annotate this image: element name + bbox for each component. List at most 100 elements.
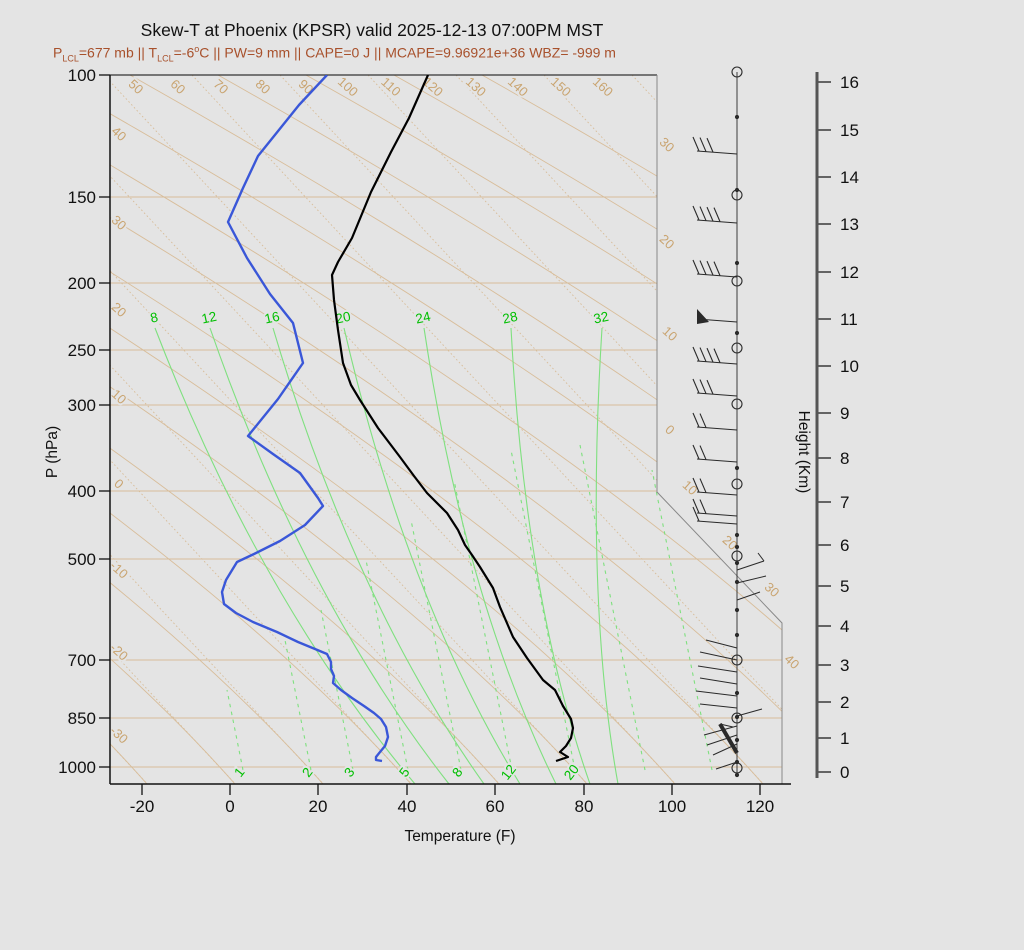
wind-barb-feather	[699, 260, 707, 275]
adiabat-label-right: 30	[657, 134, 678, 155]
sounding-traces	[220, 75, 575, 763]
dry-adiabat-line	[110, 75, 782, 784]
dry-adiabat-line	[110, 75, 324, 784]
height-axis-title: Height (Km)	[795, 411, 812, 494]
wind-barb-feather	[692, 136, 700, 152]
dewpoint-trace	[220, 75, 390, 763]
height-tick-label: 14	[840, 168, 859, 187]
isotherm-label-left: 10	[109, 386, 130, 407]
moist-adiabat-line	[209, 327, 450, 784]
height-tick-label: 12	[840, 263, 859, 282]
grid-line-labels: 50 60 70 80 90 100 110 120 130 140 150 160403020100…	[105, 72, 804, 785]
wind-level-dot	[734, 544, 740, 550]
dry-adiabat-line	[110, 75, 236, 784]
wind-barb-feather	[692, 412, 700, 428]
isotherm-label-top: 80	[253, 76, 274, 97]
wind-level-dot	[734, 607, 740, 613]
mixing-ratio-line	[284, 639, 312, 771]
isotherm-line	[110, 75, 148, 784]
moist-adiabat-line	[343, 327, 521, 784]
wind-level-dot	[734, 579, 740, 585]
wind-level-dot	[734, 772, 740, 778]
param-t: =677 mb || T	[78, 44, 158, 61]
wind-level-circle	[731, 189, 743, 201]
isotherm-label-top: 60	[168, 76, 189, 97]
wind-barb-feather	[699, 379, 707, 394]
pressure-tick-label: 200	[68, 274, 96, 293]
param-rest: C || PW=9 mm || CAPE=0 J || MCAPE=9.9692…	[199, 44, 616, 61]
wind-barb-feather	[699, 499, 707, 514]
wind-level-dot	[734, 260, 740, 266]
surface-wind-line	[703, 725, 738, 736]
wind-level-circle	[731, 478, 743, 490]
temperature-tick-label: -20	[130, 797, 155, 816]
param-tval: =-6	[173, 44, 195, 61]
wind-level-circle	[731, 550, 743, 562]
surface-wind-line	[736, 560, 765, 571]
wind-barb-feather	[699, 478, 707, 493]
isotherm-line	[110, 75, 412, 784]
wind-barb-feather	[699, 206, 707, 221]
wind-barb-feather	[692, 444, 700, 460]
temperature-tick-label: 100	[658, 797, 686, 816]
pressure-tick-label: 300	[68, 396, 96, 415]
wind-barb-feather	[713, 348, 721, 363]
wind-barb-feather	[699, 137, 707, 152]
isotherm-label-top: 150	[548, 74, 574, 100]
mixing-ratio-line	[226, 689, 244, 771]
wind-barb-shaft	[696, 520, 738, 525]
height-tick-label: 13	[840, 215, 859, 234]
surface-wind-line	[715, 761, 738, 770]
dry-adiabat-line	[110, 75, 782, 784]
moist-adiabat-line	[272, 327, 485, 784]
wind-barb-feather	[692, 506, 700, 522]
wind-level-dot	[734, 114, 740, 120]
wind-barb-shaft	[696, 219, 738, 224]
isotherm-label-left: 40	[109, 123, 130, 144]
wind-barb-feather	[706, 347, 714, 363]
param-t-sub: LCL	[157, 53, 174, 64]
dry-adiabat-line	[110, 75, 148, 784]
moist-adiabat-line	[595, 327, 619, 784]
wind-barb-feather	[706, 206, 714, 222]
moist-adiabat-label: 28	[501, 309, 519, 327]
wind-barb-feather	[699, 413, 707, 428]
wind-barb-column	[692, 66, 767, 778]
wind-barb-feather	[692, 259, 700, 275]
isotherm-label-top: 70	[211, 76, 232, 97]
mixing-ratio-line	[510, 449, 576, 771]
wind-barb-feather	[692, 378, 700, 394]
moist-adiabats-and-mixing-lines	[154, 327, 713, 784]
height-tick-label: 7	[840, 493, 849, 512]
surface-wind-line	[757, 552, 765, 562]
wind-barb-feather	[699, 445, 707, 460]
moist-adiabat-line	[423, 327, 557, 784]
temperature-tick-label: 40	[398, 797, 417, 816]
wind-barb-feather	[692, 205, 700, 221]
wind-barb-feather	[692, 477, 700, 493]
moist-adiabat-label: 8	[149, 309, 159, 325]
isotherm-line	[110, 75, 764, 784]
isotherm-line	[631, 75, 782, 784]
surface-wind-line	[705, 639, 738, 649]
param-p: P	[53, 44, 63, 61]
mixing-ratio-label: 12	[498, 762, 519, 783]
wind-barb-shaft	[696, 360, 738, 365]
isotherm-line	[110, 75, 236, 784]
adiabat-label-right: 30	[762, 579, 783, 600]
height-tick-label: 9	[840, 404, 849, 423]
height-tick-label: 4	[840, 617, 849, 636]
dry-adiabat-line	[110, 75, 412, 784]
height-tick-label: 8	[840, 449, 849, 468]
surface-wind-line	[736, 708, 763, 717]
temperature-tick-label: 80	[575, 797, 594, 816]
dry-adiabat-line	[393, 75, 782, 784]
wind-barb-feather	[706, 260, 714, 276]
isotherm-line	[543, 75, 782, 784]
pressure-tick-label: 400	[68, 482, 96, 501]
surface-wind-line	[697, 665, 738, 673]
wind-level-dot	[734, 330, 740, 336]
wind-barb-feather	[713, 261, 721, 276]
surface-wind-line	[695, 690, 738, 697]
